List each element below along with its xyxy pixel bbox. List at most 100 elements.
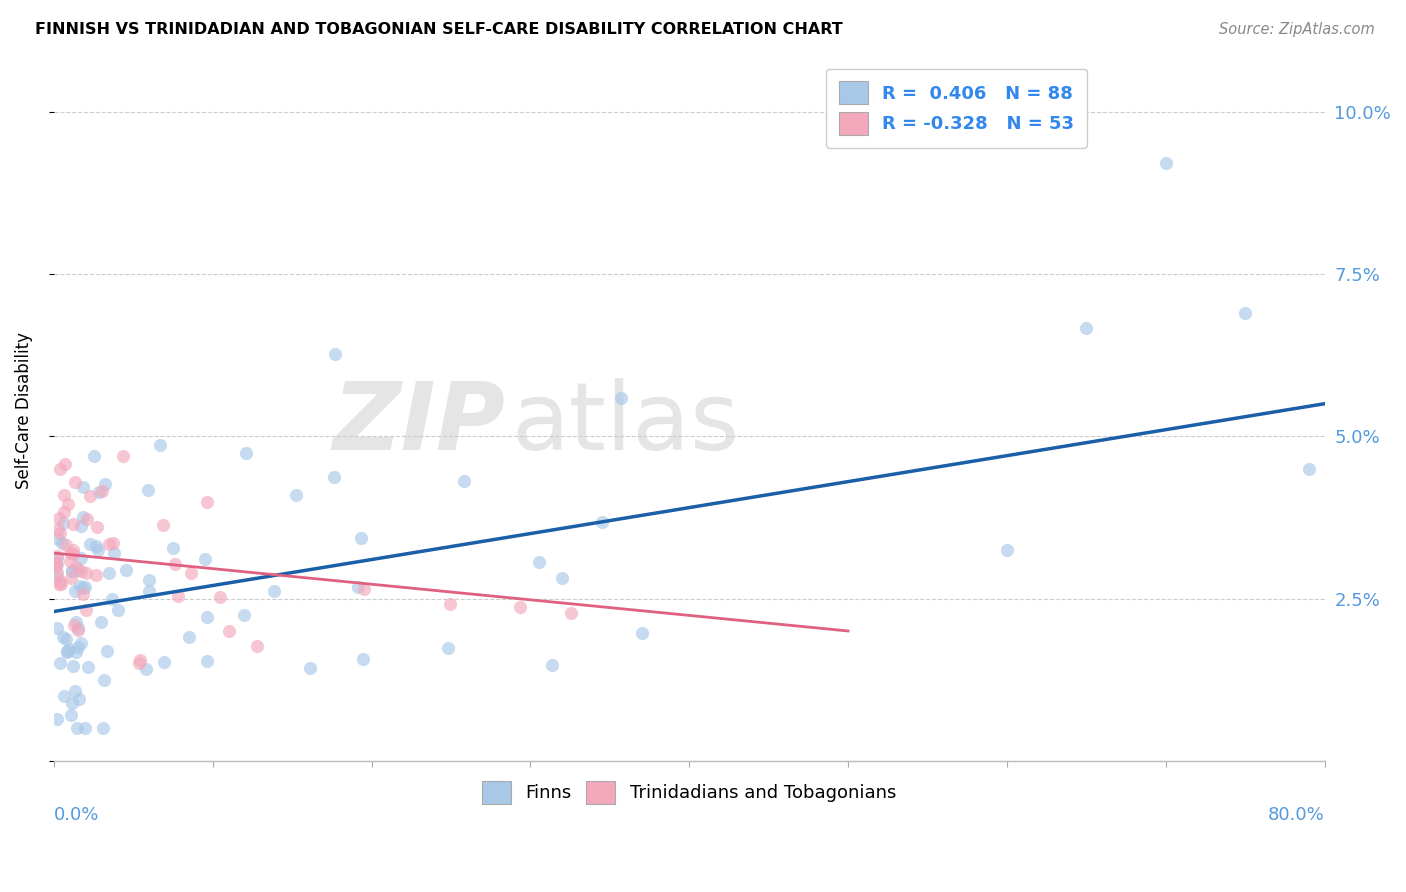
Point — [55, 644, 77, 658]
Point — [51, 536, 73, 550]
Point — [208, 590, 231, 604]
Point — [195, 654, 218, 668]
Point — [179, 630, 201, 644]
Text: Source: ZipAtlas.com: Source: ZipAtlas.com — [1219, 22, 1375, 37]
Point — [195, 610, 218, 624]
Point — [79, 536, 101, 550]
Point — [46, 568, 69, 582]
Point — [63, 618, 86, 632]
Point — [128, 657, 150, 671]
Point — [149, 438, 172, 452]
Point — [91, 722, 114, 736]
Text: 0.0%: 0.0% — [53, 806, 100, 824]
Point — [55, 632, 77, 646]
Point — [347, 580, 370, 594]
Point — [72, 581, 94, 595]
Point — [76, 512, 98, 526]
Point — [72, 480, 94, 494]
Point — [52, 516, 75, 531]
Point — [65, 560, 87, 574]
Point — [63, 684, 86, 698]
Point — [560, 607, 582, 621]
Point — [527, 555, 550, 569]
Point — [76, 659, 98, 673]
Point — [60, 696, 83, 710]
Point — [66, 722, 89, 736]
Point — [97, 536, 120, 550]
Point — [67, 692, 90, 706]
Point — [195, 495, 218, 509]
Point — [235, 446, 257, 460]
Point — [353, 582, 375, 596]
Point — [129, 653, 152, 667]
Point — [48, 511, 70, 525]
Point — [138, 573, 160, 587]
Point — [65, 645, 87, 659]
Point — [94, 476, 117, 491]
Text: atlas: atlas — [512, 378, 740, 470]
Text: ZIP: ZIP — [332, 378, 505, 470]
Point — [56, 645, 79, 659]
Point — [325, 347, 347, 361]
Point — [48, 577, 70, 591]
Point — [218, 624, 240, 639]
Point — [90, 615, 112, 629]
Point — [69, 579, 91, 593]
Point — [53, 505, 76, 519]
Point — [73, 580, 96, 594]
Point — [44, 555, 66, 569]
Point — [541, 657, 564, 672]
Point — [53, 457, 76, 471]
Point — [591, 515, 613, 529]
Point — [101, 592, 124, 607]
Point — [53, 689, 76, 703]
Point — [630, 626, 652, 640]
Point — [107, 603, 129, 617]
Point — [58, 642, 80, 657]
Point — [152, 518, 174, 533]
Point — [49, 574, 72, 588]
Point — [59, 554, 82, 568]
Point — [551, 571, 574, 585]
Point — [72, 509, 94, 524]
Point — [53, 487, 76, 501]
Point — [136, 483, 159, 498]
Point — [439, 597, 461, 611]
Point — [45, 558, 67, 572]
Point — [96, 643, 118, 657]
Point — [1234, 306, 1257, 320]
Point — [75, 566, 97, 580]
Point — [232, 607, 254, 622]
Point — [56, 497, 79, 511]
Point — [166, 589, 188, 603]
Point — [284, 487, 307, 501]
Point — [87, 485, 110, 500]
Point — [48, 526, 70, 541]
Point — [91, 483, 114, 498]
Point — [111, 449, 134, 463]
Point — [86, 568, 108, 582]
Point — [86, 539, 108, 553]
Point — [194, 552, 217, 566]
Point — [67, 562, 90, 576]
Point — [46, 620, 69, 634]
Point — [93, 673, 115, 687]
Point — [45, 557, 67, 571]
Point — [59, 571, 82, 585]
Point — [75, 603, 97, 617]
Point — [162, 541, 184, 555]
Point — [246, 639, 269, 653]
Point — [62, 542, 84, 557]
Text: 80.0%: 80.0% — [1268, 806, 1324, 824]
Point — [62, 659, 84, 673]
Point — [49, 461, 72, 475]
Point — [103, 546, 125, 560]
Point — [352, 651, 374, 665]
Text: FINNISH VS TRINIDADIAN AND TOBAGONIAN SELF-CARE DISABILITY CORRELATION CHART: FINNISH VS TRINIDADIAN AND TOBAGONIAN SE… — [35, 22, 844, 37]
Point — [97, 566, 120, 580]
Point — [115, 563, 138, 577]
Point — [153, 655, 176, 669]
Point — [436, 640, 458, 655]
Point — [70, 550, 93, 565]
Point — [79, 489, 101, 503]
